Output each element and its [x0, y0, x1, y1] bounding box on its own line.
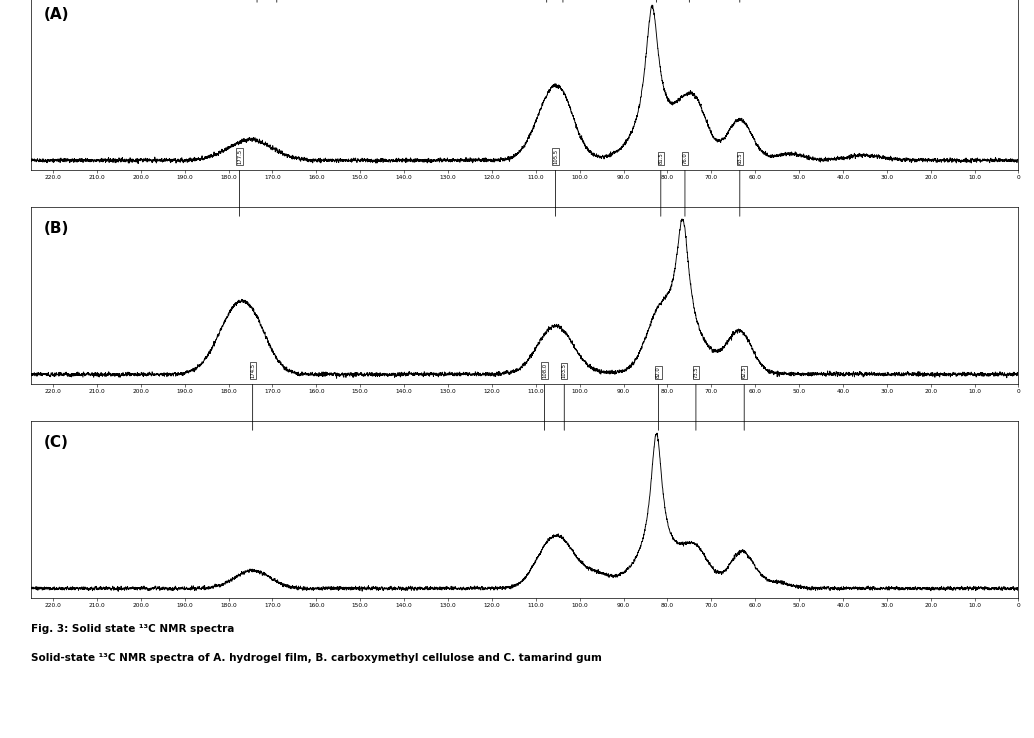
Text: 62.5: 62.5: [741, 366, 747, 378]
Text: 81.5: 81.5: [659, 152, 663, 164]
Text: 63.5: 63.5: [737, 153, 742, 164]
Text: Fig. 3: Solid state ¹³C NMR spectra: Fig. 3: Solid state ¹³C NMR spectra: [31, 624, 235, 634]
Text: 177.5: 177.5: [237, 149, 242, 164]
Text: (B): (B): [43, 221, 69, 236]
Text: 82.0: 82.0: [657, 366, 661, 378]
Text: Solid-state ¹³C NMR spectra of A. hydrogel film, B. carboxymethyl cellulose and : Solid-state ¹³C NMR spectra of A. hydrog…: [31, 653, 602, 663]
Text: (A): (A): [43, 7, 69, 22]
Text: 103.5: 103.5: [561, 363, 567, 378]
Text: 76.0: 76.0: [682, 152, 688, 164]
Text: 174.5: 174.5: [250, 363, 255, 378]
Text: (C): (C): [43, 435, 68, 450]
Text: 105.5: 105.5: [553, 149, 558, 164]
Text: 108.0: 108.0: [542, 363, 547, 378]
Text: 73.5: 73.5: [694, 367, 698, 378]
